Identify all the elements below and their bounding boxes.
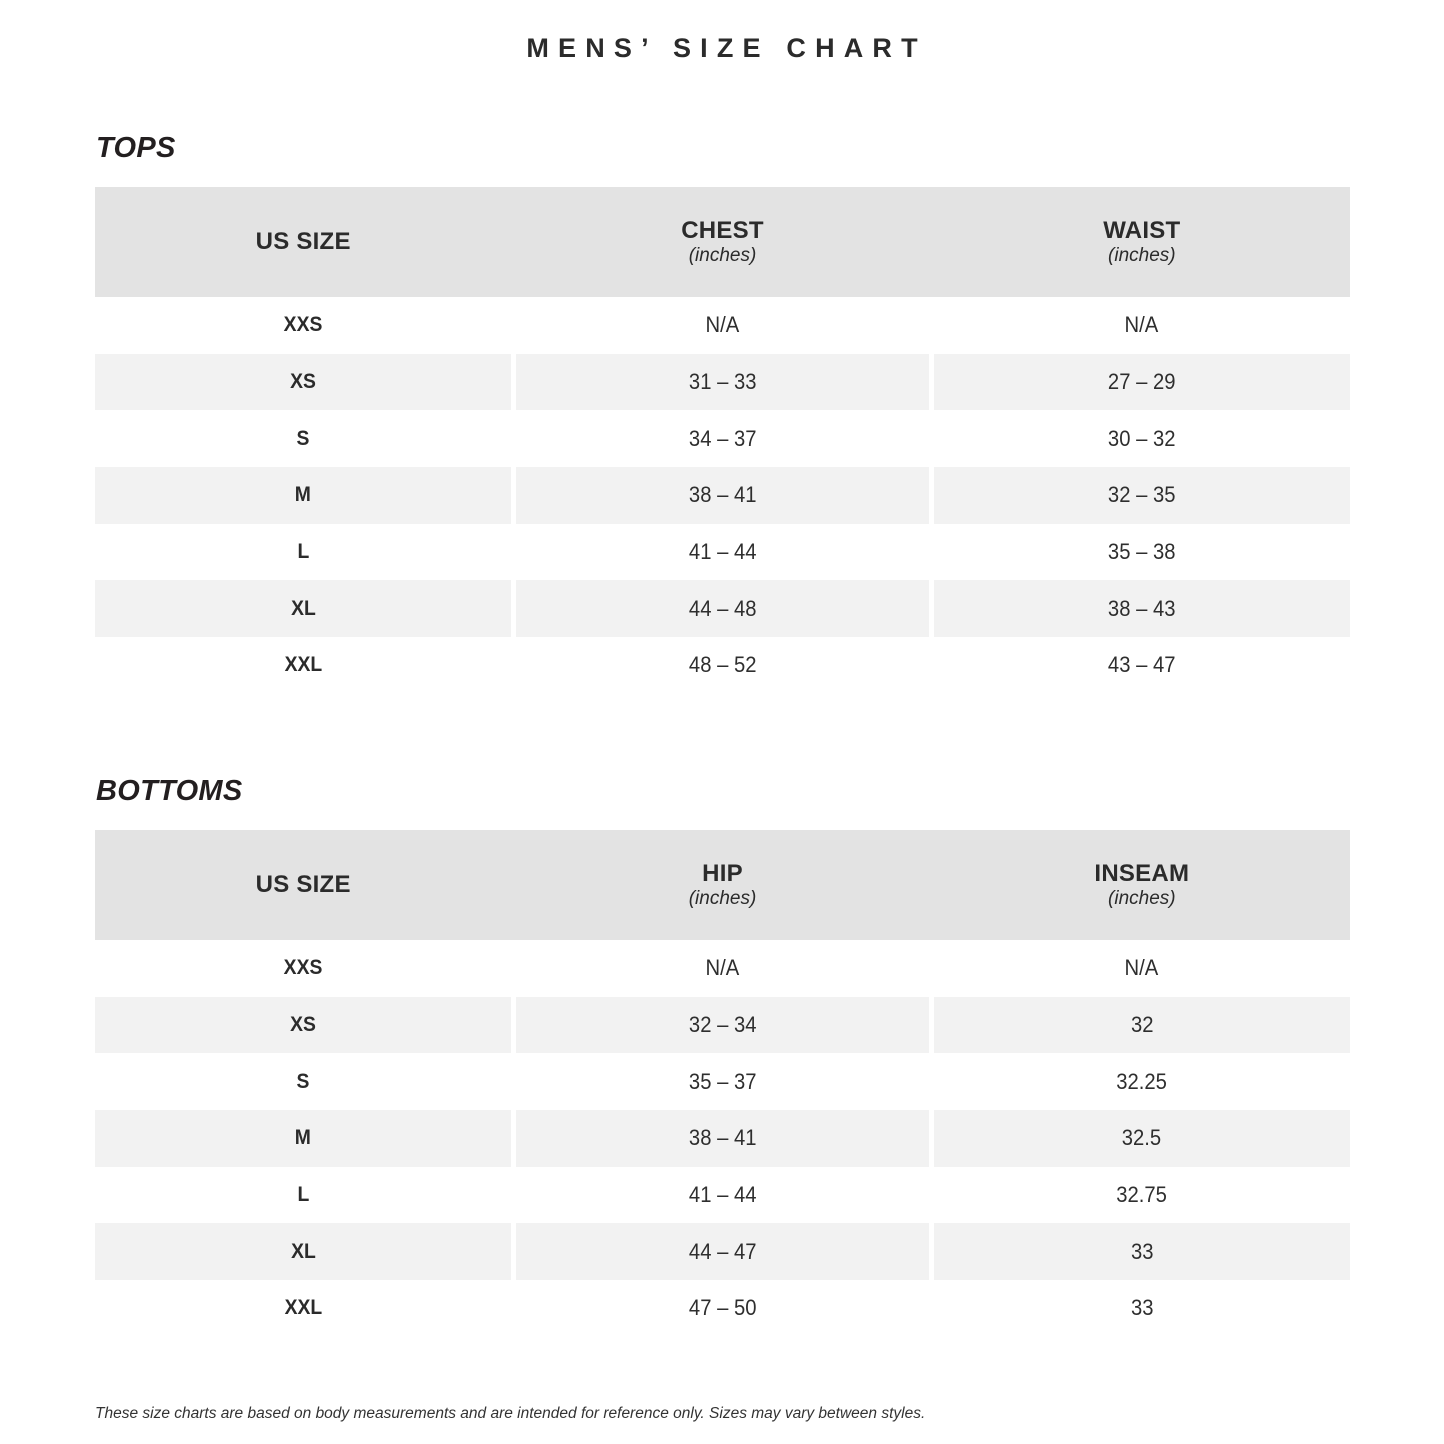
bottoms-section-heading: BOTTOMS xyxy=(96,775,243,807)
table-row: S 35 – 37 32.25 xyxy=(95,1053,1350,1110)
size-label: S xyxy=(296,426,310,450)
size-label: L xyxy=(297,1183,310,1207)
inseam-value: N/A xyxy=(1124,955,1159,981)
column-label: INSEAM xyxy=(1094,860,1190,888)
table-row: XL 44 – 48 38 – 43 xyxy=(95,580,1350,638)
disclaimer-footnote: These size charts are based on body meas… xyxy=(95,1405,926,1422)
table-row: XL 44 – 47 33 xyxy=(95,1223,1350,1281)
size-label: XL xyxy=(290,596,316,620)
tops-header-row: US SIZE CHEST (inches) WAIST (inches) xyxy=(95,187,1350,297)
size-label: XS xyxy=(290,370,317,394)
hip-value: 41 – 44 xyxy=(688,1182,757,1208)
column-label: WAIST xyxy=(1103,217,1181,245)
waist-value: 43 – 47 xyxy=(1108,652,1176,678)
column-unit: (inches) xyxy=(688,244,757,266)
hip-value: 32 – 34 xyxy=(688,1012,757,1038)
size-label: XXS xyxy=(283,956,323,980)
hip-value: 47 – 50 xyxy=(688,1295,757,1321)
size-label: XXL xyxy=(284,1296,322,1320)
waist-value: 27 – 29 xyxy=(1108,369,1176,395)
table-row: XXS N/A N/A xyxy=(95,940,1350,997)
table-row: S 34 – 37 30 – 32 xyxy=(95,410,1350,467)
chest-value: 34 – 37 xyxy=(688,425,757,451)
table-row: L 41 – 44 32.75 xyxy=(95,1167,1350,1224)
column-unit: (inches) xyxy=(1108,244,1176,266)
tops-header-chest: CHEST (inches) xyxy=(516,217,928,266)
waist-value: 38 – 43 xyxy=(1108,595,1176,621)
column-unit: (inches) xyxy=(688,887,757,909)
page-title: MENS’ SIZE CHART xyxy=(526,33,927,63)
table-row: M 38 – 41 32 – 35 xyxy=(95,467,1350,524)
chest-value: 41 – 44 xyxy=(688,539,757,565)
waist-value: 35 – 38 xyxy=(1108,539,1176,565)
waist-value: N/A xyxy=(1124,312,1159,338)
size-label: M xyxy=(295,483,312,507)
table-row: XXL 47 – 50 33 xyxy=(95,1280,1350,1337)
inseam-value: 32.75 xyxy=(1116,1182,1168,1208)
chest-value: 44 – 48 xyxy=(688,595,757,621)
size-label: XL xyxy=(290,1239,316,1263)
column-unit: (inches) xyxy=(1108,887,1176,909)
bottoms-header-inseam: INSEAM (inches) xyxy=(934,860,1350,909)
size-label: M xyxy=(295,1126,312,1150)
tops-section-heading: TOPS xyxy=(96,132,176,164)
bottoms-header-row: US SIZE HIP (inches) INSEAM (inches) xyxy=(95,830,1350,940)
table-row: XXL 48 – 52 43 – 47 xyxy=(95,637,1350,694)
size-label: L xyxy=(297,540,310,564)
column-label: HIP xyxy=(702,860,743,888)
hip-value: 35 – 37 xyxy=(688,1068,757,1094)
inseam-value: 32 xyxy=(1130,1012,1154,1038)
inseam-value: 33 xyxy=(1130,1238,1154,1264)
column-label: US SIZE xyxy=(255,228,351,256)
chest-value: N/A xyxy=(705,312,740,338)
size-label: XXS xyxy=(283,313,323,337)
inseam-value: 32.25 xyxy=(1116,1068,1168,1094)
bottoms-header-hip: HIP (inches) xyxy=(516,860,928,909)
inseam-value: 32.5 xyxy=(1122,1125,1162,1151)
tops-header-waist: WAIST (inches) xyxy=(934,217,1350,266)
bottoms-header-us-size: US SIZE xyxy=(95,871,511,899)
table-row: XXS N/A N/A xyxy=(95,297,1350,354)
hip-value: 38 – 41 xyxy=(688,1125,757,1151)
size-label: XXL xyxy=(284,653,322,677)
waist-value: 30 – 32 xyxy=(1108,425,1176,451)
size-label: S xyxy=(296,1069,310,1093)
hip-value: N/A xyxy=(705,955,740,981)
table-row: L 41 – 44 35 – 38 xyxy=(95,524,1350,581)
tops-header-us-size: US SIZE xyxy=(95,228,511,256)
column-label: CHEST xyxy=(681,217,764,245)
hip-value: 44 – 47 xyxy=(688,1238,757,1264)
waist-value: 32 – 35 xyxy=(1108,482,1176,508)
bottoms-size-table: US SIZE HIP (inches) INSEAM (inches) XXS… xyxy=(95,830,1350,1337)
table-row: XS 32 – 34 32 xyxy=(95,996,1350,1054)
inseam-value: 33 xyxy=(1130,1295,1154,1321)
size-label: XS xyxy=(290,1013,317,1037)
table-row: XS 31 – 33 27 – 29 xyxy=(95,353,1350,411)
chest-value: 38 – 41 xyxy=(688,482,757,508)
chest-value: 31 – 33 xyxy=(688,369,757,395)
chest-value: 48 – 52 xyxy=(688,652,757,678)
tops-size-table: US SIZE CHEST (inches) WAIST (inches) XX… xyxy=(95,187,1350,694)
column-label: US SIZE xyxy=(255,871,351,899)
table-row: M 38 – 41 32.5 xyxy=(95,1110,1350,1167)
